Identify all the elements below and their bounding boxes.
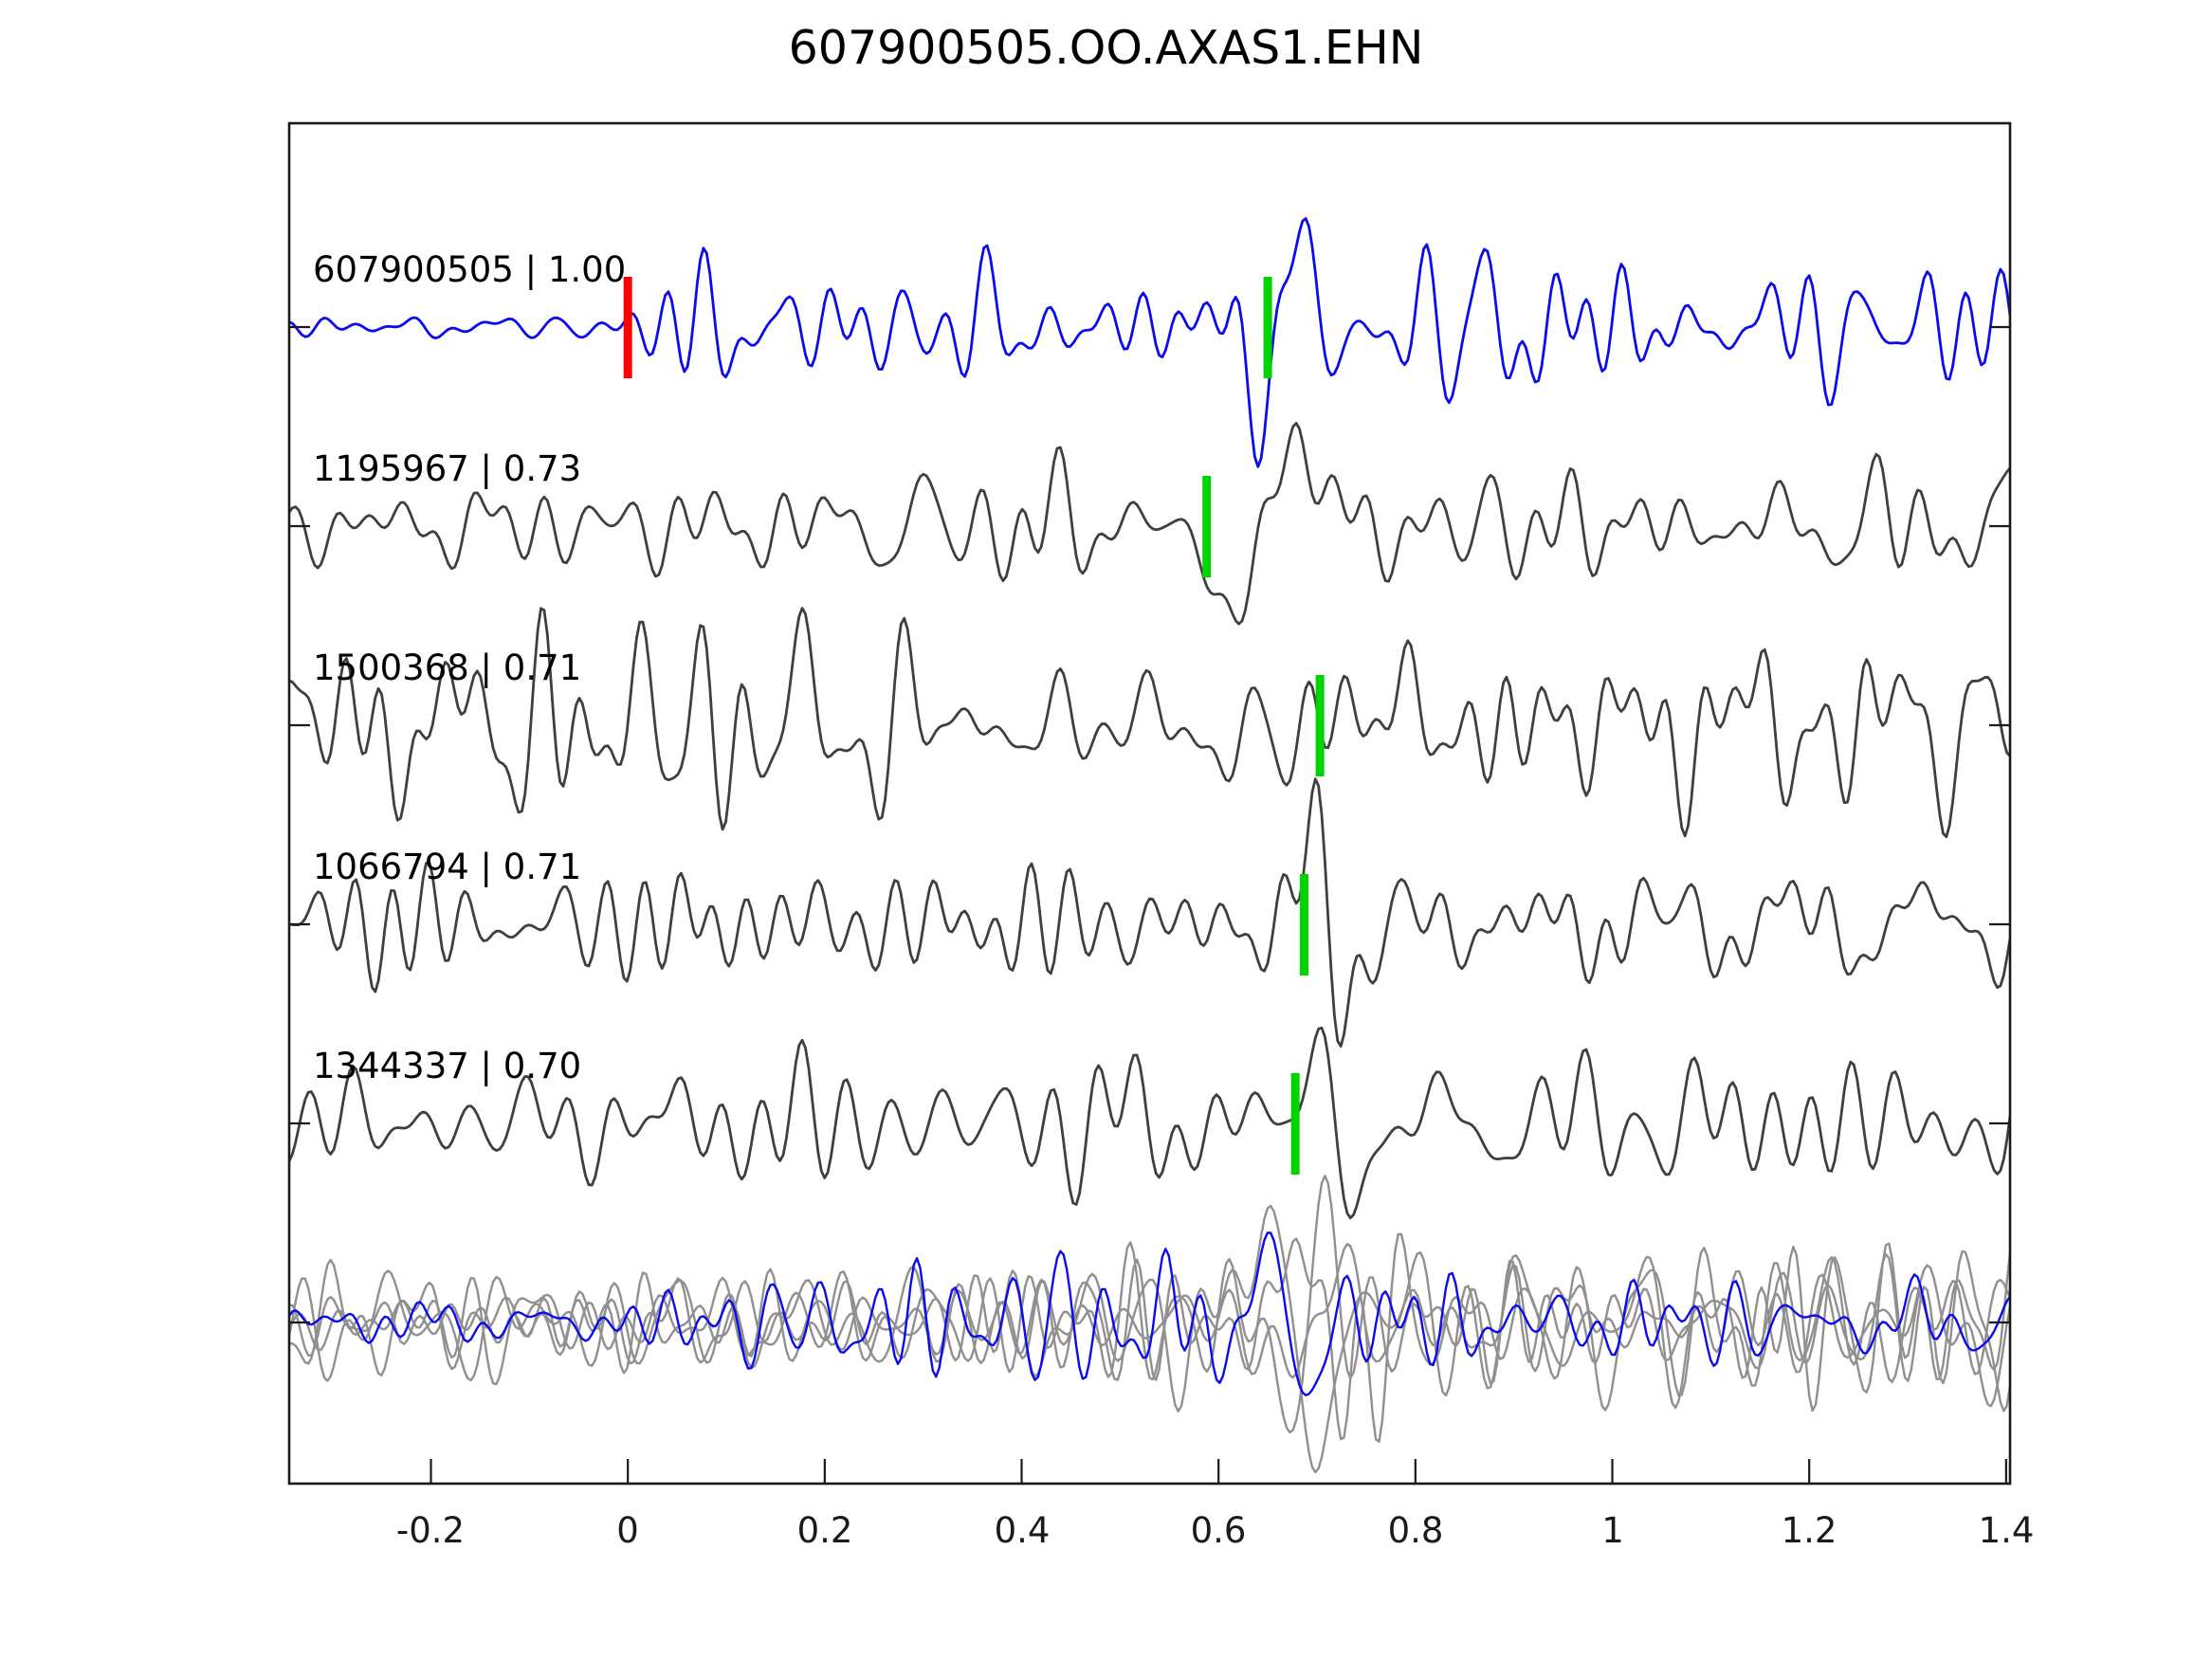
- plot-title: 607900505.OO.AXAS1.EHN: [788, 21, 1424, 75]
- waveform-overlay-trace: [289, 1204, 2010, 1474]
- waveform-overlay-trace: [289, 1232, 2010, 1444]
- phase-pick-marker: [1300, 874, 1309, 975]
- waveform-match-trace: [289, 1026, 2010, 1220]
- x-tick-label-7: 1.2: [1781, 1510, 1837, 1551]
- x-tick-label-0: -0.2: [395, 1510, 466, 1551]
- origin-pick-marker: [623, 277, 632, 378]
- x-tick-label-8: 1.4: [1978, 1510, 2035, 1551]
- waveform-overlay-trace: [289, 1231, 2010, 1396]
- phase-pick-marker: [1202, 476, 1212, 577]
- phase-pick-marker: [1263, 277, 1272, 378]
- x-tick-label-4: 0.6: [1190, 1510, 1247, 1551]
- trace-label-match-4: 1344337 | 0.70: [313, 1046, 582, 1086]
- phase-pick-marker: [1290, 1073, 1300, 1175]
- x-tick-label-2: 0.2: [796, 1510, 853, 1551]
- waveform-match-trace: [289, 777, 2010, 1048]
- trace-label-match-3: 1066794 | 0.71: [313, 847, 582, 887]
- trace-label-match-2: 1500368 | 0.71: [313, 647, 582, 688]
- waveform-match-trace: [289, 421, 2010, 626]
- x-tick-label-1: 0: [616, 1510, 639, 1551]
- trace-label-match-1: 1195967 | 0.73: [313, 448, 582, 489]
- plot-area: [289, 217, 2010, 1474]
- axes-frame: [287, 121, 2012, 1486]
- waveform-overlay-trace: [289, 1174, 2010, 1434]
- trace-label-reference: 607900505 | 1.00: [313, 249, 627, 290]
- x-tick-label-5: 0.8: [1387, 1510, 1444, 1551]
- x-tick-label-3: 0.4: [994, 1510, 1051, 1551]
- phase-pick-marker: [1315, 675, 1325, 776]
- waveform-reference-trace: [289, 217, 2010, 468]
- x-tick-label-6: 1: [1601, 1510, 1624, 1551]
- waveform-match-trace: [289, 607, 2010, 839]
